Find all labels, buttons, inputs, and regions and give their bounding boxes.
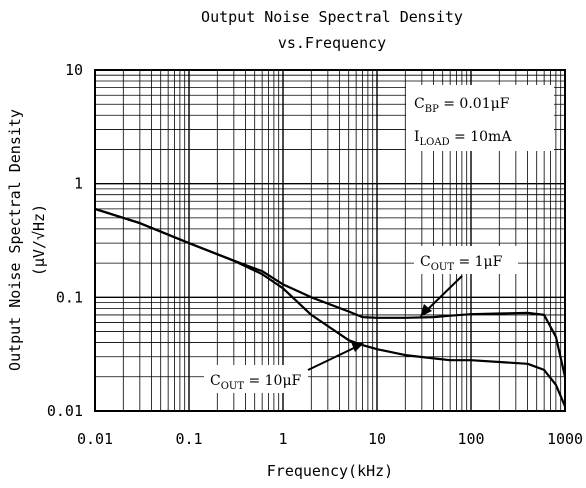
plot-frame bbox=[94, 69, 566, 412]
x-axis-label: Frequency(kHz) bbox=[267, 462, 393, 480]
y-tick-label: 0.1 bbox=[56, 288, 83, 306]
chart-title: Output Noise Spectral Density bbox=[201, 8, 463, 26]
cbp-label: CBP = 0.01μF bbox=[414, 96, 510, 115]
axis-ticks: 0.01 0.1 1 10 100 1000 10 1 0.1 0.01 bbox=[47, 61, 583, 448]
chart-subtitle: vs.Frequency bbox=[278, 34, 386, 52]
x-tick-label: 100 bbox=[457, 430, 484, 448]
y-axis-label: Output Noise Spectral Density bbox=[6, 109, 24, 371]
y-tick-label: 1 bbox=[74, 175, 83, 193]
y-tick-label: 0.01 bbox=[47, 402, 83, 420]
y-tick-label: 10 bbox=[65, 61, 83, 79]
x-tick-label: 10 bbox=[368, 430, 386, 448]
x-tick-label: 0.1 bbox=[175, 430, 202, 448]
series-2-label: COUT = 10μF bbox=[210, 373, 302, 392]
iload-label: ILOAD = 10mA bbox=[414, 129, 512, 148]
conditions-box bbox=[406, 85, 554, 151]
x-tick-label: 1000 bbox=[547, 430, 583, 448]
x-tick-label: 1 bbox=[278, 430, 287, 448]
series-1-label-box bbox=[414, 246, 518, 274]
series-1-label: COUT = 1μF bbox=[420, 254, 503, 273]
grid-lines bbox=[95, 70, 565, 411]
y-axis-unit: (μV/√Hz) bbox=[30, 204, 48, 276]
series-2-line bbox=[94, 207, 567, 407]
series-2-arrowhead bbox=[351, 342, 364, 352]
series-lines bbox=[94, 207, 567, 407]
x-tick-label: 0.01 bbox=[77, 430, 113, 448]
series-2-label-box bbox=[204, 365, 308, 393]
series-1-arrow-line bbox=[424, 275, 463, 313]
series-2-arrow-line bbox=[307, 346, 357, 371]
series-1-arrowhead bbox=[420, 304, 432, 317]
